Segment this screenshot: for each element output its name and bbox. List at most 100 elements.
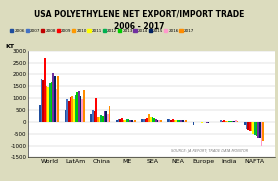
- Bar: [230, 121, 232, 122]
- Bar: [233, 121, 235, 122]
- Bar: [235, 120, 237, 122]
- Bar: [73, 99, 75, 122]
- Bar: [257, 122, 259, 138]
- Bar: [145, 119, 147, 122]
- Bar: [150, 117, 152, 122]
- Bar: [260, 122, 262, 146]
- Bar: [152, 117, 153, 122]
- Legend: 2006, 2007, 2008, 2009, 2010, 2011, 2012, 2013, 2014, 2015, 2016, 2017: 2006, 2007, 2008, 2009, 2010, 2011, 2012…: [10, 29, 194, 33]
- Bar: [252, 122, 254, 134]
- Bar: [71, 96, 73, 122]
- Bar: [142, 119, 143, 122]
- Bar: [94, 111, 95, 122]
- Text: KT: KT: [6, 44, 14, 49]
- Bar: [232, 121, 233, 122]
- Bar: [44, 58, 46, 122]
- Bar: [177, 119, 179, 122]
- Bar: [48, 87, 49, 122]
- Bar: [46, 86, 48, 122]
- Bar: [100, 115, 102, 122]
- Bar: [259, 122, 260, 138]
- Bar: [134, 120, 136, 122]
- Bar: [116, 119, 118, 122]
- Bar: [133, 121, 134, 122]
- Bar: [66, 99, 68, 122]
- Bar: [185, 120, 187, 122]
- Bar: [172, 119, 174, 122]
- Bar: [262, 122, 264, 141]
- Bar: [208, 122, 209, 123]
- Bar: [54, 76, 56, 122]
- Bar: [78, 91, 80, 122]
- Bar: [244, 122, 245, 125]
- Bar: [128, 119, 129, 122]
- Bar: [80, 96, 81, 122]
- Bar: [160, 119, 162, 122]
- Bar: [174, 119, 175, 122]
- Bar: [147, 118, 148, 122]
- Text: 2006 - 2017: 2006 - 2017: [114, 22, 164, 31]
- Bar: [227, 121, 228, 122]
- Bar: [53, 73, 54, 122]
- Bar: [105, 111, 107, 122]
- Bar: [237, 121, 238, 122]
- Bar: [76, 92, 78, 122]
- Bar: [255, 122, 257, 136]
- Text: USA POLYETHYLENE NET EXPORT/IMPORT TRADE: USA POLYETHYLENE NET EXPORT/IMPORT TRADE: [34, 9, 244, 18]
- Bar: [157, 119, 158, 122]
- Bar: [170, 119, 172, 122]
- Bar: [90, 113, 92, 122]
- Bar: [153, 118, 155, 122]
- Bar: [179, 119, 180, 122]
- Bar: [49, 83, 51, 122]
- Bar: [123, 119, 124, 122]
- Bar: [182, 120, 184, 122]
- Bar: [228, 121, 230, 122]
- Bar: [109, 106, 110, 122]
- Bar: [254, 122, 255, 135]
- Bar: [92, 110, 94, 122]
- Bar: [56, 89, 58, 122]
- Bar: [180, 120, 182, 122]
- Bar: [118, 119, 119, 122]
- Bar: [97, 117, 99, 122]
- Bar: [222, 121, 223, 122]
- Bar: [167, 119, 169, 122]
- Bar: [124, 120, 126, 122]
- Bar: [99, 117, 100, 122]
- Bar: [250, 122, 252, 131]
- Bar: [58, 76, 59, 122]
- Bar: [143, 119, 145, 122]
- Bar: [184, 121, 185, 122]
- Bar: [41, 79, 43, 122]
- Bar: [104, 111, 105, 122]
- Bar: [225, 121, 227, 122]
- Bar: [81, 99, 83, 122]
- Bar: [65, 110, 66, 122]
- Bar: [95, 98, 97, 122]
- Bar: [158, 120, 160, 122]
- Bar: [175, 120, 177, 122]
- Bar: [70, 97, 71, 122]
- Bar: [148, 113, 150, 122]
- Bar: [126, 119, 128, 122]
- Bar: [245, 122, 247, 129]
- Bar: [220, 120, 222, 122]
- Bar: [206, 122, 208, 123]
- Bar: [83, 90, 85, 122]
- Bar: [75, 95, 76, 122]
- Bar: [247, 122, 249, 130]
- Bar: [201, 122, 203, 123]
- Bar: [51, 81, 53, 122]
- Bar: [223, 120, 225, 122]
- Bar: [129, 119, 131, 122]
- Bar: [121, 118, 123, 122]
- Text: SOURCE: JA REPORT; TRADE DATA MONITOR: SOURCE: JA REPORT; TRADE DATA MONITOR: [171, 149, 249, 153]
- Bar: [39, 105, 41, 122]
- Bar: [102, 116, 104, 122]
- Bar: [249, 122, 250, 131]
- Bar: [169, 119, 170, 122]
- Bar: [119, 119, 121, 122]
- Bar: [43, 80, 44, 122]
- Bar: [193, 122, 194, 125]
